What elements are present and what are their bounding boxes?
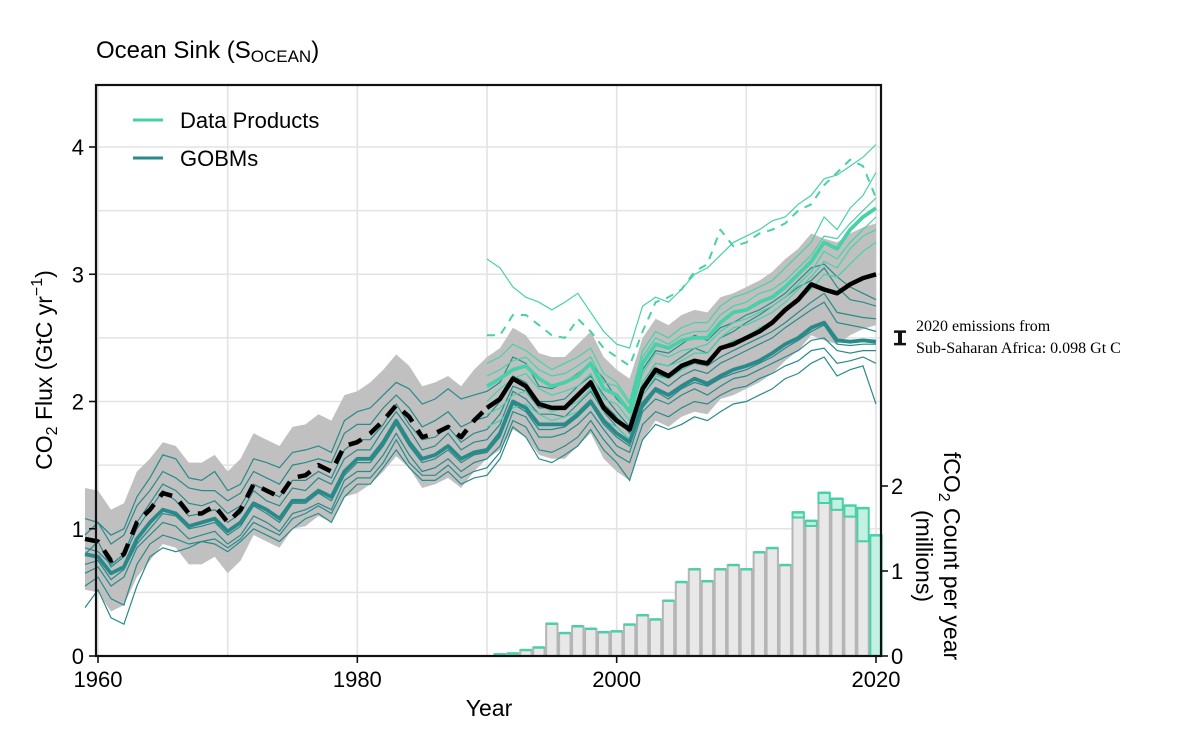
- histogram-bar: [571, 625, 585, 657]
- histogram-bar: [687, 568, 702, 657]
- histogram-bar: [726, 564, 741, 657]
- histogram-bar: [817, 502, 831, 657]
- y-tick-label: 4: [72, 135, 84, 160]
- x-tick-label: 2000: [592, 667, 641, 692]
- y2-axis-label: fCO2 Count per year (millions): [911, 452, 965, 661]
- histogram-bar: [648, 618, 663, 658]
- histogram-bar: [739, 568, 754, 657]
- emissions-annotation: 2020 emissions from Sub-Saharan Africa: …: [894, 318, 1121, 357]
- emissions-scale-bar-icon: [894, 330, 906, 346]
- x-tick-label: 1960: [74, 667, 123, 692]
- gobm-member-line: [84, 356, 877, 626]
- y-tick-label: 1: [72, 517, 84, 542]
- histogram-bar: [622, 623, 637, 657]
- gobm-member-line: [84, 263, 877, 536]
- y2-axis-ticks: 0 1 2: [881, 474, 903, 669]
- annotation-line-1: 2020 emissions from: [916, 318, 1051, 335]
- histogram-bar-extra: [817, 491, 831, 504]
- data-product-member-line: [486, 216, 877, 422]
- histogram-bar: [752, 551, 766, 657]
- svg-text:fCO2 Count per year: fCO2 Count per year: [935, 452, 965, 661]
- legend-label-data-products: Data Products: [180, 108, 319, 133]
- y-axis-ticks: 0 1 2 3 4: [72, 135, 96, 669]
- histogram-bar: [713, 568, 728, 657]
- histogram-bar: [843, 515, 857, 657]
- y2-tick-label: 2: [891, 474, 903, 499]
- data-product-member-line: [486, 172, 877, 403]
- x-axis-label: Year: [466, 695, 513, 721]
- y-axis-label: CO2 Flux (GtC yr−1): [29, 270, 61, 470]
- budget-mean-dashed-line: [84, 403, 489, 563]
- gobm-member-line: [84, 266, 877, 545]
- y2-tick-label: 1: [891, 559, 903, 584]
- budget-mean-line: [485, 272, 877, 432]
- histogram-bar-extra: [830, 497, 844, 511]
- y-tick-label: 0: [72, 644, 84, 669]
- data-product-member-line: [486, 229, 877, 431]
- y2-tick-label: 0: [891, 644, 903, 669]
- gobm-member-line: [84, 347, 877, 606]
- histogram-bar: [545, 622, 559, 658]
- histogram-bar: [778, 564, 792, 657]
- histogram-bar: [558, 632, 572, 657]
- histogram-bar: [609, 630, 624, 657]
- ensemble-member-lines: [84, 144, 877, 626]
- legend: Data Products GOBMs: [133, 108, 319, 171]
- gobm-member-line: [84, 324, 876, 581]
- annotation-line-2: Sub-Saharan Africa: 0.098 Gt C: [916, 340, 1121, 357]
- x-tick-label: 2020: [852, 667, 901, 692]
- y-tick-label: 2: [72, 390, 84, 415]
- histogram-bar-extra: [843, 504, 857, 518]
- histogram-bar: [661, 599, 676, 657]
- histogram-bar: [597, 631, 611, 658]
- fco2-count-histogram: [493, 491, 883, 658]
- histogram-bar-extra: [856, 507, 870, 543]
- histogram-bar: [804, 524, 818, 658]
- mean-lines: [84, 158, 878, 576]
- gobm-mean-line: [84, 320, 877, 576]
- histogram-bar: [856, 540, 870, 657]
- legend-label-gobms: GOBMs: [180, 146, 258, 171]
- svg-text:CO2 Flux (GtC yr−1): CO2 Flux (GtC yr−1): [29, 270, 61, 470]
- x-tick-label: 1980: [333, 667, 382, 692]
- histogram-bar: [674, 581, 689, 657]
- histogram-bar: [830, 508, 844, 657]
- histogram-bar: [700, 580, 715, 658]
- emissions-bar: [898, 331, 902, 345]
- y-tick-label: 3: [72, 262, 84, 287]
- data-product-mean-line: [486, 206, 878, 414]
- chart-title: Ocean Sink (SOCEAN): [96, 37, 319, 66]
- gobm-member-line: [84, 292, 877, 566]
- x-axis-ticks: 1960 1980 2000 2020: [74, 656, 901, 692]
- histogram-bar: [584, 627, 598, 657]
- histogram-bar: [635, 614, 650, 658]
- data-product-dashed-line: [487, 158, 877, 367]
- histogram-bar: [791, 516, 805, 658]
- gobm-member-line: [84, 337, 876, 587]
- histogram-bar: [532, 646, 546, 657]
- data-product-member-line: [486, 197, 877, 406]
- data-product-member-line: [486, 241, 877, 441]
- histogram-bar: [765, 547, 779, 657]
- plot-frame: [94, 83, 883, 658]
- svg-text:(millions): (millions): [911, 510, 937, 602]
